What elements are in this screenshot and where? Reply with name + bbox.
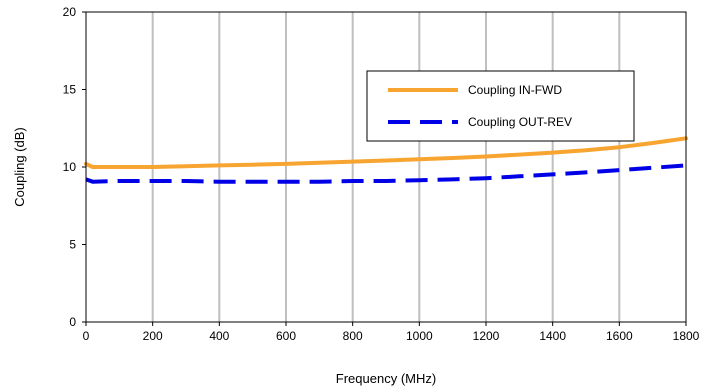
y-tick-label: 20 xyxy=(63,5,77,19)
x-tick-label: 0 xyxy=(83,329,90,343)
x-tick-label: 200 xyxy=(143,329,163,343)
y-tick-label: 10 xyxy=(63,160,77,174)
series-group xyxy=(84,136,688,184)
x-tick-label: 1200 xyxy=(473,329,500,343)
x-tick-label: 1400 xyxy=(539,329,566,343)
x-tick-label: 400 xyxy=(209,329,229,343)
y-axis-title: Coupling (dB) xyxy=(12,127,27,207)
legend: Coupling IN-FWD Coupling OUT-REV xyxy=(366,70,635,142)
legend-label-series-1: Coupling IN-FWD xyxy=(468,83,562,97)
y-tick-label: 15 xyxy=(63,83,77,97)
x-tick-label: 600 xyxy=(276,329,296,343)
y-axis: 0 5 10 15 20 xyxy=(63,5,86,329)
x-tick-label: 1000 xyxy=(406,329,433,343)
y-tick-label: 0 xyxy=(69,315,76,329)
x-tick-label: 1600 xyxy=(606,329,633,343)
x-tick-label: 1800 xyxy=(673,329,700,343)
x-axis-title: Frequency (MHz) xyxy=(336,371,436,386)
legend-box xyxy=(366,70,635,142)
y-tick-label: 5 xyxy=(69,238,76,252)
x-axis: 0 200 400 600 800 1000 1200 1400 1600 1800 xyxy=(83,322,700,343)
legend-label-series-2: Coupling OUT-REV xyxy=(468,115,572,129)
series-line-2 xyxy=(85,163,687,184)
x-tick-label: 800 xyxy=(343,329,363,343)
series-line-1 xyxy=(84,136,688,169)
